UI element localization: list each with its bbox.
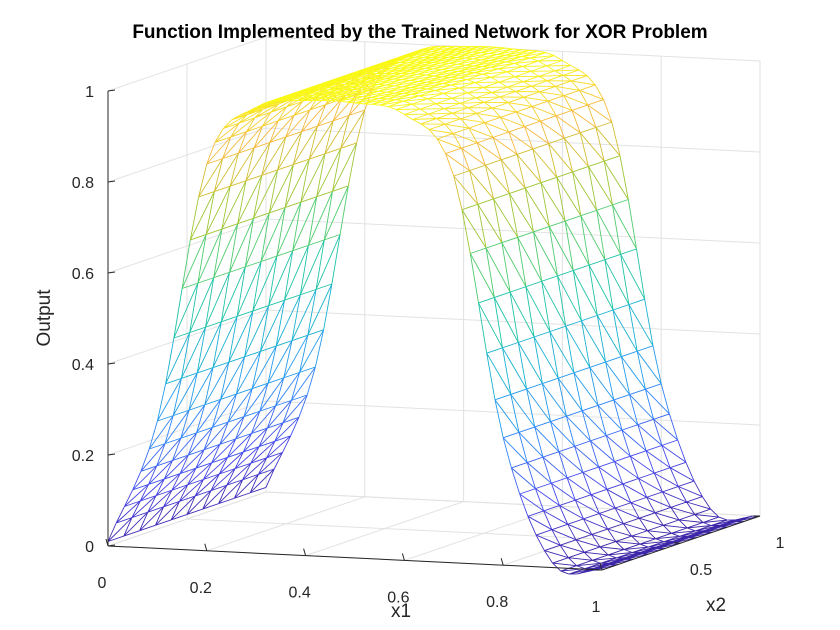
surface-mesh-strip-42 xyxy=(453,121,621,210)
surface-mesh-strip-51 xyxy=(527,461,695,536)
x-tick-label-0: 0 xyxy=(98,575,107,592)
surface-mesh-strip-0 xyxy=(107,468,275,542)
surface-mesh-strip-38 xyxy=(420,69,588,130)
chart-title: Function Implemented by the Trained Netw… xyxy=(132,22,707,43)
z-tick-label-0: 0 xyxy=(85,539,94,556)
y-grid-line-0 xyxy=(107,91,603,571)
surface-mesh-strip-31 xyxy=(363,49,530,105)
z-tick-label-5: 1 xyxy=(85,84,94,101)
surface-mesh-strip-47 xyxy=(494,345,662,438)
surface-mesh-strip-40 xyxy=(436,84,604,154)
x-tick-label-3: 0.6 xyxy=(387,589,409,606)
surface-mesh-strip-11 xyxy=(198,109,366,198)
z-tick-mark-5 xyxy=(107,89,116,92)
surface-mesh-strip-7 xyxy=(165,283,333,385)
y-grid-line-2 xyxy=(265,37,761,517)
x-tick-mark-4 xyxy=(500,558,504,566)
surface-mesh-strip-20 xyxy=(272,45,440,102)
z-axis-label: Output xyxy=(34,289,55,347)
z-tick-label-4: 0.8 xyxy=(72,175,94,192)
surface-mesh-strip-21 xyxy=(280,45,448,101)
surface-mesh-strip-34 xyxy=(387,52,555,111)
x-grid-line-3 xyxy=(404,51,563,561)
surface-mesh-strip-48 xyxy=(502,383,670,469)
surface-mesh-strip-55 xyxy=(560,516,728,575)
surface-mesh-strip-26 xyxy=(321,45,489,102)
tick-labels: 0 0.2 0.4 0.6 0.8 1 0 0.2 0.4 0.6 0.8 1 0.5 1 xyxy=(72,84,785,616)
x-tick-label-5: 1 xyxy=(592,599,601,616)
surface-mesh-strip-24 xyxy=(305,45,472,102)
surface-mesh-strip-33 xyxy=(379,50,546,108)
surface-mesh-strip-27 xyxy=(330,46,497,102)
surface-mesh-strip-53 xyxy=(544,496,711,564)
x-axis-line xyxy=(107,545,603,571)
surface-mesh-strip-52 xyxy=(535,480,703,551)
surface-mesh-strip-28 xyxy=(338,46,505,103)
surface-mesh-strip-25 xyxy=(313,45,481,101)
surface-mesh-strip-35 xyxy=(395,55,563,115)
surface-mesh xyxy=(107,45,761,575)
x-tick-mark-1 xyxy=(204,543,208,551)
z-tick-mark-4 xyxy=(107,180,116,183)
y-tick-label-1: 1 xyxy=(776,535,785,552)
z-tick-label-2: 0.4 xyxy=(72,357,94,374)
surface-mesh-strip-2 xyxy=(124,435,292,507)
surface-mesh-strip-43 xyxy=(461,155,629,254)
z-tick-label-3: 0.6 xyxy=(72,266,94,283)
z-tick-label-1: 0.2 xyxy=(72,448,94,465)
surface-mesh-strip-8 xyxy=(173,234,341,339)
surface-mesh-strip-4 xyxy=(140,394,308,472)
surface-mesh-strip-22 xyxy=(288,45,456,102)
surface-mesh-strip-57 xyxy=(577,517,744,575)
surface-mesh-strip-44 xyxy=(469,199,637,303)
x-tick-label-2: 0.4 xyxy=(288,585,310,602)
x-grid-line-5 xyxy=(601,61,761,571)
surface-mesh-strip-46 xyxy=(486,298,654,400)
x-grid-line-2 xyxy=(305,46,465,557)
surface-mesh-strip-6 xyxy=(156,329,325,422)
surface-mesh-strip-49 xyxy=(510,413,679,495)
z-grid-line-4 xyxy=(107,127,761,183)
x-tick-label-4: 0.8 xyxy=(486,594,508,611)
surface-mesh-strip-9 xyxy=(181,185,349,289)
surface-mesh-strip-54 xyxy=(552,508,720,572)
surface-mesh-strip-23 xyxy=(297,46,464,102)
x-tick-mark-3 xyxy=(401,553,405,561)
surface-mesh-strip-50 xyxy=(519,439,687,517)
surface-mesh-strip-3 xyxy=(132,416,300,491)
surface-mesh-strip-32 xyxy=(371,49,538,106)
surface-mesh-strip-1 xyxy=(115,452,283,524)
z-grid-line-2 xyxy=(107,309,761,365)
surface-mesh-strip-37 xyxy=(412,65,580,125)
surface-mesh-strip-30 xyxy=(354,48,522,105)
surface-mesh-strip-39 xyxy=(428,75,596,140)
x-tick-mark-5 xyxy=(599,562,603,571)
surface-mesh-strip-12 xyxy=(206,88,374,165)
z-tick-mark-0 xyxy=(107,544,116,547)
surface-mesh-strip-41 xyxy=(445,99,613,177)
surface-mesh-strip-5 xyxy=(148,366,316,450)
y-axis-label: x2 xyxy=(706,595,726,616)
z-tick-mark-1 xyxy=(107,453,116,456)
x-tick-label-1: 0.2 xyxy=(190,580,212,597)
y-tick-label-0: 0.5 xyxy=(690,562,712,579)
surface-mesh-strip-10 xyxy=(189,142,358,241)
z-tick-mark-3 xyxy=(107,271,116,274)
surface-mesh-strip-45 xyxy=(478,248,646,354)
axes-lines xyxy=(105,89,761,571)
x-tick-mark-2 xyxy=(303,548,307,556)
x-axis-label: x1 xyxy=(391,601,411,622)
x-tick-mark-0 xyxy=(105,538,109,547)
surface-mesh-strip-36 xyxy=(404,60,571,120)
surface-mesh-strip-29 xyxy=(346,47,514,104)
z-tick-mark-2 xyxy=(107,362,116,365)
surface-mesh-strip-56 xyxy=(568,519,736,575)
